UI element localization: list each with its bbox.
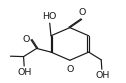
Text: O: O [23,35,30,44]
Text: O: O [66,65,74,74]
Text: OH: OH [18,68,32,77]
Text: OH: OH [96,71,110,80]
Text: O: O [79,8,86,17]
Text: HO: HO [42,12,56,21]
